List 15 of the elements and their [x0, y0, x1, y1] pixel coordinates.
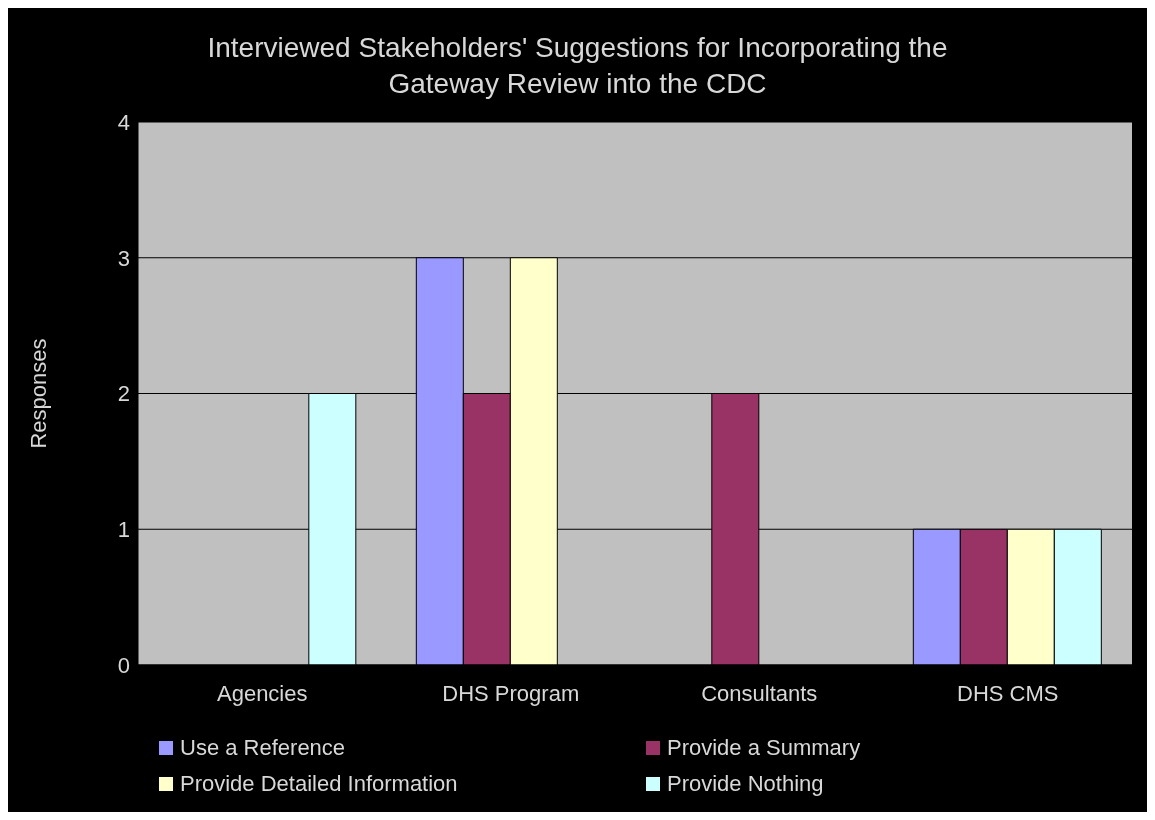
legend-label: Use a Reference [180, 735, 346, 761]
y-tick-label: 3 [117, 245, 130, 271]
y-axis-title: Responses [25, 338, 51, 449]
x-tick-label: Agencies [216, 680, 308, 706]
legend-label: Provide Detailed Information [180, 771, 458, 797]
legend-label: Provide a Summary [667, 735, 861, 761]
x-tick-label: DHS CMS [957, 680, 1059, 706]
x-tick-label: DHS Program [442, 680, 580, 706]
y-tick-label: 2 [117, 381, 130, 407]
chart-title: Interviewed Stakeholders' Suggestions for Incorporating the Gateway Review into the CDC [206, 31, 949, 101]
y-tick-label: 0 [117, 652, 130, 678]
legend-label: Provide Nothing [667, 771, 824, 797]
y-tick-label: 4 [117, 109, 130, 135]
y-tick-label: 1 [117, 517, 130, 543]
x-tick-label: Consultants [701, 680, 818, 706]
